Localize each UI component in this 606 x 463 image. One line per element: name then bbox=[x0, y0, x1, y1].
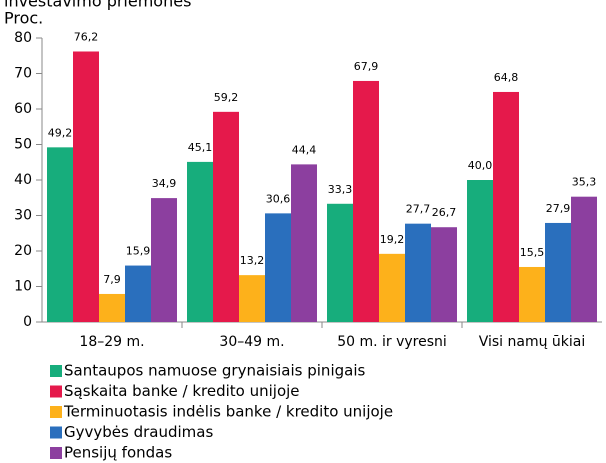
bar bbox=[493, 91, 519, 323]
bar bbox=[519, 266, 545, 322]
y-tick-label: 60 bbox=[14, 101, 32, 117]
bar bbox=[187, 161, 213, 322]
x-tick-label: Visi namų ūkiai bbox=[479, 334, 586, 350]
data-label: 67,9 bbox=[354, 60, 379, 73]
data-label: 15,9 bbox=[126, 245, 151, 258]
legend-swatch bbox=[50, 406, 62, 418]
data-label: 49,2 bbox=[48, 126, 73, 139]
y-tick-label: 40 bbox=[14, 172, 32, 188]
data-label: 76,2 bbox=[74, 30, 99, 43]
y-tick-label: 20 bbox=[14, 243, 32, 259]
bar bbox=[327, 203, 353, 322]
bar bbox=[151, 198, 177, 322]
bar bbox=[239, 275, 265, 322]
data-label: 64,8 bbox=[494, 71, 519, 84]
bar bbox=[353, 80, 379, 322]
data-label: 59,2 bbox=[214, 91, 239, 104]
x-tick-label: 50 m. ir vyresni bbox=[337, 334, 447, 350]
bar bbox=[125, 265, 151, 322]
legend-label: Gyvybės draudimas bbox=[64, 423, 213, 441]
bar bbox=[73, 51, 99, 323]
legend-swatch bbox=[50, 447, 62, 459]
y-axis-label: Proc. bbox=[4, 9, 43, 28]
data-label: 13,2 bbox=[240, 254, 265, 267]
data-label: 35,3 bbox=[572, 176, 597, 189]
bar bbox=[291, 164, 317, 322]
legend-swatch bbox=[50, 385, 62, 398]
data-label: 45,1 bbox=[188, 141, 213, 154]
data-label: 15,5 bbox=[520, 246, 545, 259]
chart-title: investavimo priemonės bbox=[4, 0, 191, 11]
data-label: 34,9 bbox=[152, 177, 177, 190]
y-tick-label: 10 bbox=[14, 279, 32, 295]
legend-label: Terminuotasis indėlis banke / kredito un… bbox=[63, 403, 393, 421]
data-label: 33,3 bbox=[328, 183, 353, 196]
data-label: 30,6 bbox=[266, 192, 291, 205]
y-tick-label: 0 bbox=[23, 314, 32, 330]
bar bbox=[431, 227, 457, 322]
legend-swatch bbox=[50, 365, 62, 377]
x-tick-label: 18–29 m. bbox=[79, 334, 144, 350]
y-tick-label: 80 bbox=[14, 30, 32, 46]
y-tick-label: 30 bbox=[14, 208, 32, 224]
bar bbox=[545, 222, 571, 322]
bar bbox=[213, 111, 239, 322]
data-label: 27,9 bbox=[546, 202, 571, 215]
data-label: 40,0 bbox=[468, 159, 493, 172]
legend-swatch bbox=[50, 426, 62, 439]
bar bbox=[467, 180, 493, 322]
bar bbox=[405, 223, 431, 322]
bar bbox=[571, 196, 597, 322]
y-tick-label: 70 bbox=[14, 66, 32, 82]
bar bbox=[99, 293, 125, 322]
legend-label: Pensijų fondas bbox=[64, 444, 172, 462]
data-label: 7,9 bbox=[103, 273, 121, 286]
bar bbox=[47, 147, 73, 322]
data-label: 44,4 bbox=[292, 143, 317, 156]
data-label: 26,7 bbox=[432, 206, 457, 219]
x-tick-label: 30–49 m. bbox=[219, 334, 284, 350]
data-label: 27,7 bbox=[406, 203, 431, 216]
legend-label: Santaupos namuose grynaisiais pinigais bbox=[64, 362, 365, 380]
bar bbox=[265, 213, 291, 322]
data-label: 19,2 bbox=[380, 233, 405, 246]
legend-label: Sąskaita banke / kredito unijoje bbox=[64, 382, 300, 400]
y-tick-label: 50 bbox=[14, 137, 32, 153]
bar bbox=[379, 253, 405, 322]
